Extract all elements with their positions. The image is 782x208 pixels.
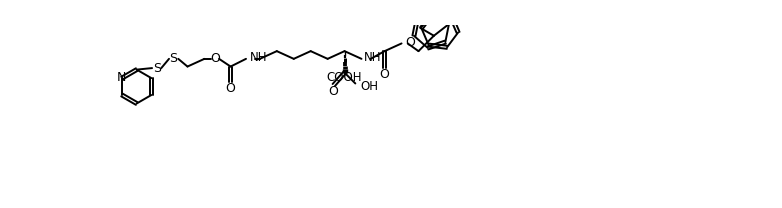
Text: O: O <box>405 36 415 49</box>
Text: NH: NH <box>250 51 267 64</box>
Text: S: S <box>170 52 178 65</box>
Text: O: O <box>328 85 338 98</box>
Text: N: N <box>117 71 126 84</box>
Text: NH: NH <box>364 51 382 64</box>
Text: S: S <box>152 62 160 75</box>
Text: O: O <box>210 52 221 65</box>
Text: O: O <box>226 82 235 95</box>
Text: O: O <box>380 68 389 81</box>
Text: COOH: COOH <box>327 71 362 84</box>
Text: OH: OH <box>361 80 378 93</box>
